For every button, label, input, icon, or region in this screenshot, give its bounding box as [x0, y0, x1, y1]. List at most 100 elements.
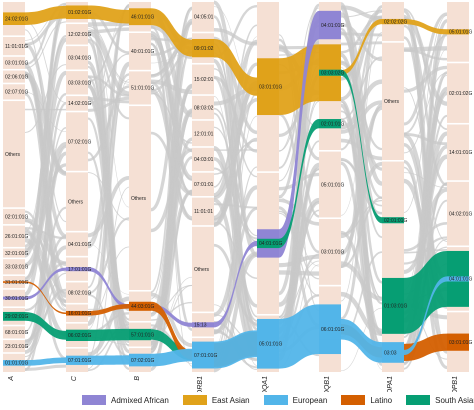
- allele-label: 07:01:01: [194, 182, 214, 188]
- legend-swatch-latino: [341, 395, 366, 405]
- allele-label: 12:01:01: [194, 131, 214, 137]
- population-band-fill: [257, 238, 279, 249]
- haplotype-alluvial-diagram: 24:02:01G 11:01:01G 03:01:01G 02:06:01G 02:0…: [3, 0, 472, 392]
- legend-label: Admixed African: [111, 395, 169, 405]
- allele-label: 02:01:01G: [5, 214, 28, 220]
- population-flow-admixed-african: [88, 267, 129, 309]
- population-band-fill: [129, 353, 151, 367]
- allele-label: 23:01:01G: [5, 344, 28, 350]
- allele-band[interactable]: [192, 120, 214, 147]
- legend-item-european[interactable]: European: [263, 395, 327, 405]
- allele-band[interactable]: [3, 208, 25, 225]
- allele-label: 16:01:01G: [68, 311, 91, 317]
- allele-label: Others: [194, 267, 210, 273]
- axis-label-b: B: [134, 376, 141, 381]
- allele-band[interactable]: [3, 70, 25, 83]
- allele-label: 09:01:02: [194, 46, 214, 52]
- background-flow: [340, 27, 383, 284]
- allele-band[interactable]: [66, 112, 88, 171]
- allele-band[interactable]: [3, 84, 25, 100]
- population-band-fill: [382, 217, 404, 224]
- allele-band[interactable]: [3, 248, 25, 258]
- background-flow: [86, 84, 131, 334]
- allele-band[interactable]: [447, 181, 469, 246]
- allele-band[interactable]: [192, 64, 214, 95]
- allele-label: 05:01:01G: [259, 342, 282, 348]
- population-flow-east-asian: [341, 18, 382, 76]
- allele-band[interactable]: [3, 225, 25, 247]
- population-band-fill: [3, 281, 25, 283]
- allele-band[interactable]: [66, 96, 88, 111]
- allele-band[interactable]: [129, 33, 151, 70]
- allele-band[interactable]: [319, 151, 341, 218]
- population-flow-european: [88, 355, 129, 365]
- allele-band[interactable]: [66, 24, 88, 45]
- allele-band[interactable]: [3, 340, 25, 353]
- allele-band[interactable]: [3, 36, 25, 56]
- allele-band[interactable]: [192, 95, 214, 120]
- background-flow: [24, 127, 67, 333]
- allele-label: 57:01:01G: [131, 332, 154, 338]
- legend-item-admixed-african[interactable]: Admixed African: [82, 395, 169, 405]
- allele-label: 02:01:02G: [449, 91, 472, 97]
- allele-labels: 24:02:01G 11:01:01G 03:01:01G 02:06:01G 02:0…: [5, 10, 472, 367]
- background-flow: [150, 81, 193, 195]
- background-flow: [150, 31, 193, 181]
- allele-label: 01:02:01G: [68, 10, 91, 16]
- allele-band[interactable]: [3, 101, 25, 208]
- allele-band[interactable]: [447, 63, 469, 123]
- background-flow: [403, 24, 448, 187]
- population-flow-admixed-african: [25, 267, 66, 300]
- allele-band[interactable]: [192, 226, 214, 312]
- allele-label: 07:01:01G: [194, 353, 217, 359]
- allele-label: 06:02:01G: [68, 333, 91, 339]
- allele-band[interactable]: [66, 46, 88, 70]
- allele-band[interactable]: [192, 197, 214, 226]
- allele-band[interactable]: [3, 259, 25, 275]
- population-flow-south-asian: [88, 328, 129, 341]
- legend-item-south-asian[interactable]: South Asian: [406, 395, 474, 405]
- allele-label: 29:02:01G: [5, 314, 28, 320]
- population-flow-south-asian: [279, 119, 319, 249]
- allele-band[interactable]: [129, 106, 151, 290]
- legend-item-east-asian[interactable]: East Asian: [182, 395, 250, 405]
- allele-band[interactable]: [447, 124, 469, 181]
- allele-label: 02:02:02G: [384, 19, 407, 25]
- background-flow: [213, 207, 258, 335]
- population-band-fill: [66, 355, 88, 365]
- allele-label: 17:01:01G: [68, 267, 91, 273]
- population-flow-european: [214, 330, 257, 369]
- background-flow: [340, 291, 383, 336]
- background-flow: [24, 210, 67, 312]
- allele-label: 32:01:01G: [5, 251, 28, 257]
- legend-item-latino[interactable]: Latino: [341, 395, 392, 405]
- allele-band[interactable]: [66, 282, 88, 303]
- allele-band[interactable]: [192, 2, 214, 32]
- background-flow: [24, 72, 67, 303]
- allele-label: Others: [384, 99, 400, 105]
- allele-label: 02:01:01G: [321, 121, 344, 127]
- background-flow: [24, 245, 67, 354]
- allele-band[interactable]: [129, 71, 151, 105]
- allele-label: 05:01:01G: [321, 182, 344, 188]
- allele-band[interactable]: [66, 71, 88, 95]
- allele-band[interactable]: [66, 172, 88, 231]
- allele-band[interactable]: [66, 232, 88, 256]
- allele-band[interactable]: [3, 56, 25, 69]
- population-flow-latino: [25, 281, 66, 315]
- population-flow-european: [25, 357, 66, 366]
- background-flow: [150, 42, 193, 331]
- allele-band[interactable]: [319, 219, 341, 285]
- population-band-fill: [192, 38, 214, 58]
- allele-label: 06:01:01G: [321, 327, 344, 333]
- allele-band[interactable]: [192, 147, 214, 172]
- allele-label: 02:01:01G: [384, 218, 407, 224]
- allele-band[interactable]: [3, 326, 25, 339]
- background-flow: [340, 20, 383, 151]
- allele-band[interactable]: [382, 42, 404, 160]
- allele-label: 11:01:01G: [5, 44, 28, 50]
- allele-label: 03:01:01G: [5, 61, 28, 67]
- allele-band[interactable]: [192, 172, 214, 197]
- allele-label: 33:03:01G: [5, 265, 28, 271]
- allele-label: 04:01:01G: [259, 241, 282, 247]
